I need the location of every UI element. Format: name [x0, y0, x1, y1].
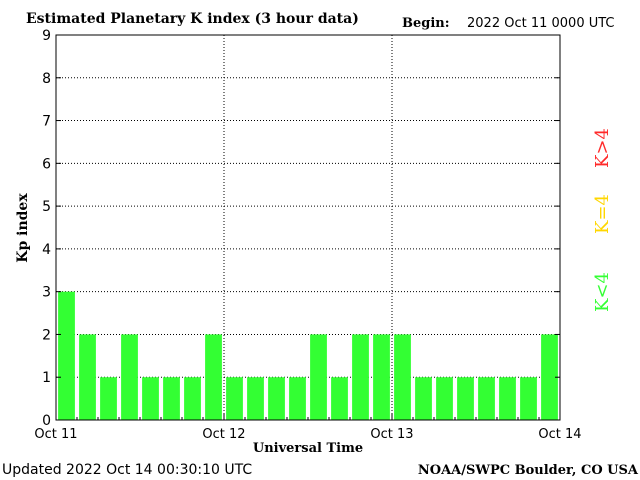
y-axis-ticks: 0 1 2 3 4 5 6 7 8 9	[42, 28, 560, 429]
x-tick-label: Oct 13	[370, 427, 413, 442]
kp-bar	[373, 334, 390, 420]
kp-bar	[499, 377, 516, 420]
legend-k-above-4: K>4	[592, 128, 613, 168]
legend-k-below-4: K<4	[592, 272, 613, 312]
y-tick-label: 5	[42, 199, 51, 215]
kp-bar	[478, 377, 495, 420]
updated-timestamp: Updated 2022 Oct 14 00:30:10 UTC	[2, 462, 252, 478]
grid	[56, 35, 560, 420]
chart-title: Estimated Planetary K index (3 hour data…	[26, 11, 359, 27]
kp-bar	[520, 377, 537, 420]
credit-text: NOAA/SWPC Boulder, CO USA	[418, 463, 639, 478]
bars	[58, 291, 558, 420]
y-tick-label: 2	[42, 327, 51, 343]
y-tick-label: 7	[42, 114, 51, 130]
y-tick-label: 1	[42, 370, 51, 386]
begin-value: 2022 Oct 11 0000 UTC	[467, 16, 615, 31]
kp-bar	[289, 377, 306, 420]
kp-bar	[205, 334, 222, 420]
x-tick-label: Oct 14	[538, 427, 581, 442]
kp-bar	[541, 334, 558, 420]
kp-bar	[100, 377, 117, 420]
kp-bar	[436, 377, 453, 420]
kp-bar	[394, 334, 411, 420]
x-axis-label: Universal Time	[253, 441, 363, 456]
kp-bar	[58, 291, 75, 420]
y-tick-label: 3	[42, 285, 51, 301]
kp-bar	[310, 334, 327, 420]
y-tick-label: 6	[42, 156, 51, 172]
kp-bar	[268, 377, 285, 420]
x-tick-label: Oct 11	[34, 427, 77, 442]
kp-bar	[184, 377, 201, 420]
y-tick-label: 9	[42, 28, 51, 44]
x-axis-ticks: Oct 11 Oct 12 Oct 13 Oct 14	[34, 414, 582, 442]
kp-bar	[457, 377, 474, 420]
x-tick-label: Oct 12	[202, 427, 245, 442]
kp-bar	[142, 377, 159, 420]
kp-bar	[415, 377, 432, 420]
y-axis-label: Kp index	[15, 193, 31, 263]
begin-label: Begin:	[402, 16, 450, 31]
legend-k-equal-4: K=4	[592, 194, 613, 234]
kp-bar	[247, 377, 264, 420]
kp-bar	[79, 334, 96, 420]
kp-bar	[352, 334, 369, 420]
kp-bar	[121, 334, 138, 420]
y-tick-label: 8	[42, 71, 51, 87]
kp-bar	[163, 377, 180, 420]
y-tick-label: 4	[42, 242, 51, 258]
kp-bar	[331, 377, 348, 420]
y-tick-label: 0	[42, 413, 51, 429]
kp-bar	[226, 377, 243, 420]
